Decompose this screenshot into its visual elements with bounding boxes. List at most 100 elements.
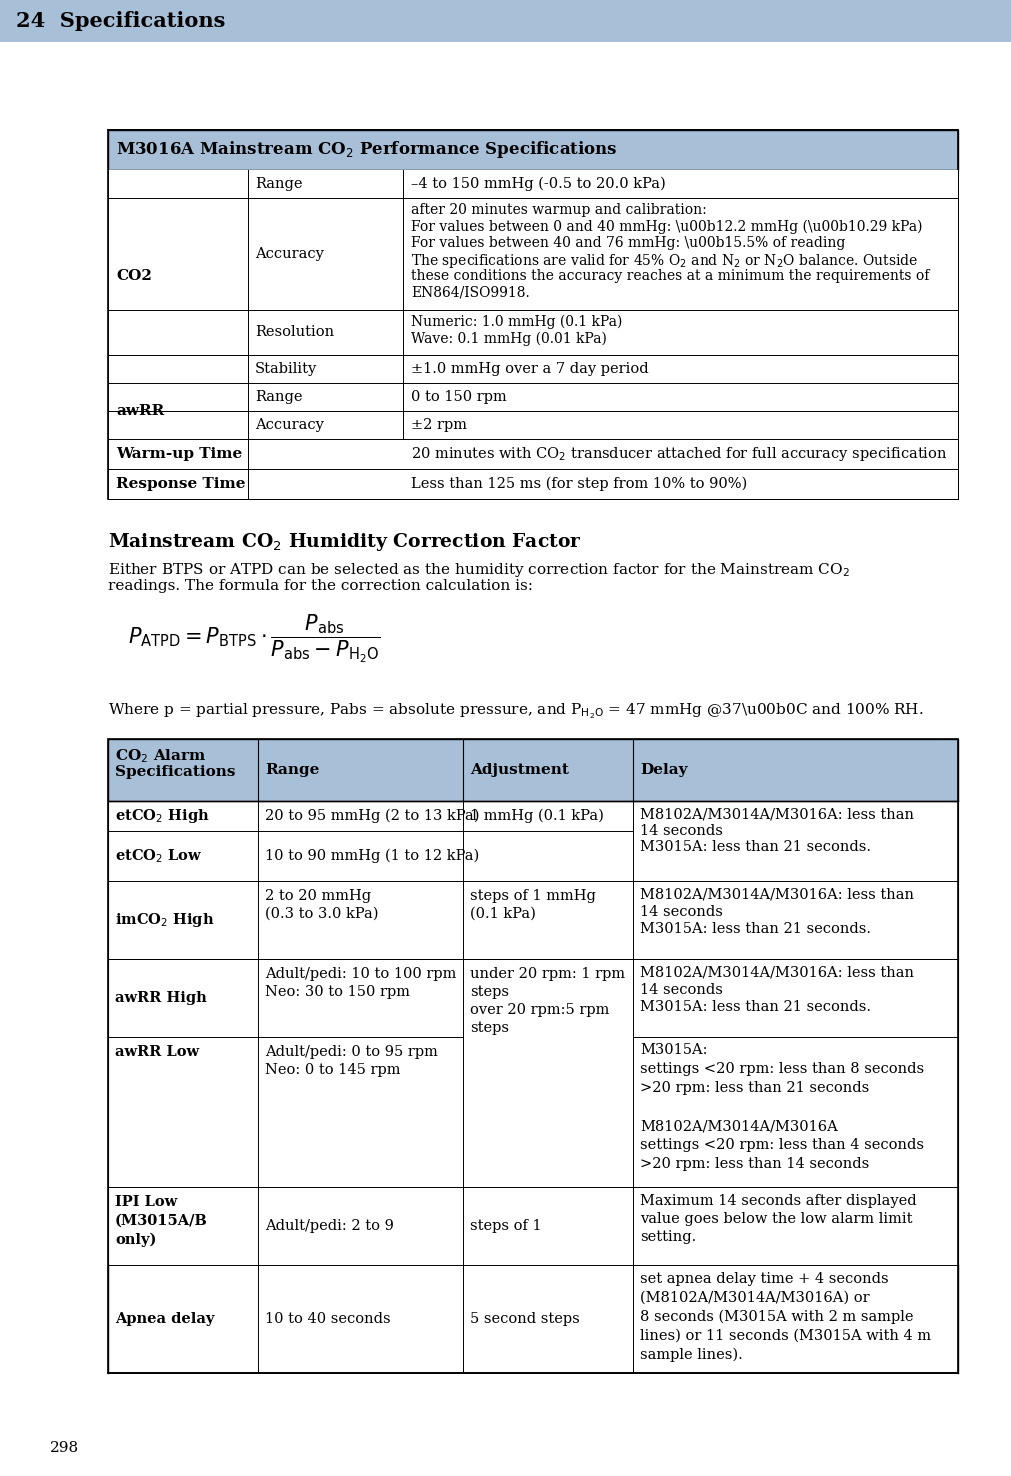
Bar — [0, 0, 1011, 41]
Text: M3015A: less than 21 seconds.: M3015A: less than 21 seconds. — [639, 1001, 870, 1014]
Text: Adult/pedi: 10 to 100 rpm: Adult/pedi: 10 to 100 rpm — [265, 967, 456, 982]
Text: steps of 1 mmHg: steps of 1 mmHg — [469, 889, 595, 903]
Bar — [108, 198, 957, 310]
Text: (M3015A/B: (M3015A/B — [115, 1213, 207, 1228]
Text: Range: Range — [265, 763, 319, 776]
Text: 14 seconds: 14 seconds — [639, 905, 722, 920]
Text: Accuracy: Accuracy — [255, 246, 324, 261]
Text: steps of 1: steps of 1 — [469, 1219, 541, 1232]
Text: Either BTPS or ATPD can be selected as the humidity correction factor for the Ma: Either BTPS or ATPD can be selected as t… — [108, 561, 849, 579]
Text: Neo: 0 to 145 rpm: Neo: 0 to 145 rpm — [265, 1063, 400, 1077]
Text: For values between 40 and 76 mmHg: \u00b15.5% of reading: For values between 40 and 76 mmHg: \u00b… — [410, 236, 844, 249]
Text: steps: steps — [469, 984, 509, 999]
Text: IPI Low: IPI Low — [115, 1196, 177, 1209]
Text: CO2: CO2 — [116, 270, 152, 283]
Text: after 20 minutes warmup and calibration:: after 20 minutes warmup and calibration: — [410, 204, 706, 217]
Text: only): only) — [115, 1232, 157, 1247]
Text: M3016A Mainstream CO$_2$ Performance Specifications: M3016A Mainstream CO$_2$ Performance Spe… — [116, 140, 617, 161]
Text: Mainstream CO$_2$ Humidity Correction Factor: Mainstream CO$_2$ Humidity Correction Fa… — [108, 531, 581, 554]
Text: Delay: Delay — [639, 763, 686, 776]
Text: set apnea delay time + 4 seconds: set apnea delay time + 4 seconds — [639, 1272, 888, 1286]
Text: M8102A/M3014A/M3016A: M8102A/M3014A/M3016A — [639, 1119, 837, 1134]
Text: Numeric: 1.0 mmHg (0.1 kPa): Numeric: 1.0 mmHg (0.1 kPa) — [410, 314, 622, 329]
Text: (0.3 to 3.0 kPa): (0.3 to 3.0 kPa) — [265, 906, 378, 921]
Text: M3015A: less than 21 seconds.: M3015A: less than 21 seconds. — [639, 922, 870, 936]
Text: Accuracy: Accuracy — [255, 418, 324, 432]
Text: Maximum 14 seconds after displayed: Maximum 14 seconds after displayed — [639, 1194, 916, 1207]
Text: 298: 298 — [50, 1441, 79, 1455]
Text: M3015A:: M3015A: — [639, 1044, 707, 1057]
Bar — [108, 170, 957, 198]
Text: Adult/pedi: 2 to 9: Adult/pedi: 2 to 9 — [265, 1219, 393, 1232]
Text: >20 rpm: less than 14 seconds: >20 rpm: less than 14 seconds — [639, 1157, 868, 1170]
Text: Specifications: Specifications — [115, 765, 236, 779]
Text: M8102A/M3014A/M3016A: less than: M8102A/M3014A/M3016A: less than — [639, 807, 913, 822]
Text: Wave: 0.1 mmHg (0.01 kPa): Wave: 0.1 mmHg (0.01 kPa) — [410, 332, 607, 345]
Text: steps: steps — [469, 1021, 509, 1035]
Text: value goes below the low alarm limit: value goes below the low alarm limit — [639, 1212, 912, 1227]
Text: 20 to 95 mmHg (2 to 13 kPa): 20 to 95 mmHg (2 to 13 kPa) — [265, 809, 479, 824]
Text: 20 minutes with CO$_2$ transducer attached for full accuracy specification: 20 minutes with CO$_2$ transducer attach… — [410, 444, 946, 463]
Bar — [108, 739, 957, 1373]
Text: CO$_2$ Alarm: CO$_2$ Alarm — [115, 747, 206, 765]
Text: The specifications are valid for 45% O$_2$ and N$_2$ or N$_2$O balance. Outside: The specifications are valid for 45% O$_… — [410, 252, 917, 270]
Text: 10 to 90 mmHg (1 to 12 kPa): 10 to 90 mmHg (1 to 12 kPa) — [265, 849, 479, 863]
Text: over 20 rpm:5 rpm: over 20 rpm:5 rpm — [469, 1004, 609, 1017]
Text: 8 seconds (M3015A with 2 m sample: 8 seconds (M3015A with 2 m sample — [639, 1311, 913, 1324]
Bar — [108, 438, 957, 469]
Bar — [108, 310, 957, 356]
Text: 14 seconds: 14 seconds — [639, 983, 722, 996]
Text: Apnea delay: Apnea delay — [115, 1312, 214, 1325]
Text: readings. The formula for the correction calculation is:: readings. The formula for the correction… — [108, 579, 533, 593]
Text: awRR: awRR — [116, 404, 164, 418]
Text: M3015A: less than 21 seconds.: M3015A: less than 21 seconds. — [639, 840, 870, 855]
Text: these conditions the accuracy reaches at a minimum the requirements of: these conditions the accuracy reaches at… — [410, 269, 928, 283]
Text: etCO$_2$ Low: etCO$_2$ Low — [115, 847, 202, 865]
Text: 24  Specifications: 24 Specifications — [16, 10, 225, 31]
Text: 2 to 20 mmHg: 2 to 20 mmHg — [265, 889, 371, 903]
Bar — [108, 382, 957, 410]
Bar — [108, 130, 957, 170]
Text: awRR Low: awRR Low — [115, 1045, 199, 1058]
Text: (0.1 kPa): (0.1 kPa) — [469, 906, 536, 921]
Text: $P_{\mathrm{ATPD}} = P_{\mathrm{BTPS}} \cdot \dfrac{P_{\mathrm{abs}}}{P_{\mathrm: $P_{\mathrm{ATPD}} = P_{\mathrm{BTPS}} \… — [127, 613, 380, 666]
Text: Warm-up Time: Warm-up Time — [116, 447, 242, 461]
Text: 5 second steps: 5 second steps — [469, 1312, 579, 1325]
Text: Where p = partial pressure, Pabs = absolute pressure, and P$_{\mathrm{H_2O}}$ = : Where p = partial pressure, Pabs = absol… — [108, 701, 923, 720]
Bar — [108, 469, 957, 499]
Text: Range: Range — [255, 390, 302, 404]
Text: >20 rpm: less than 21 seconds: >20 rpm: less than 21 seconds — [639, 1080, 868, 1095]
Text: M8102A/M3014A/M3016A: less than: M8102A/M3014A/M3016A: less than — [639, 965, 913, 980]
Text: For values between 0 and 40 mmHg: \u00b12.2 mmHg (\u00b10.29 kPa): For values between 0 and 40 mmHg: \u00b1… — [410, 220, 922, 233]
Text: 0 to 150 rpm: 0 to 150 rpm — [410, 390, 507, 404]
Bar — [108, 356, 957, 382]
Text: 1 mmHg (0.1 kPa): 1 mmHg (0.1 kPa) — [469, 809, 604, 824]
Text: setting.: setting. — [639, 1230, 696, 1244]
Text: ±2 rpm: ±2 rpm — [410, 418, 466, 432]
Text: imCO$_2$ High: imCO$_2$ High — [115, 911, 214, 928]
Text: sample lines).: sample lines). — [639, 1348, 742, 1362]
Text: settings <20 rpm: less than 4 seconds: settings <20 rpm: less than 4 seconds — [639, 1138, 923, 1151]
Text: EN864/ISO9918.: EN864/ISO9918. — [410, 285, 529, 300]
Text: (M8102A/M3014A/M3016A) or: (M8102A/M3014A/M3016A) or — [639, 1292, 868, 1305]
Text: etCO$_2$ High: etCO$_2$ High — [115, 807, 209, 825]
Text: Adjustment: Adjustment — [469, 763, 568, 776]
Text: lines) or 11 seconds (M3015A with 4 m: lines) or 11 seconds (M3015A with 4 m — [639, 1328, 930, 1343]
Bar — [108, 130, 957, 499]
Text: ±1.0 mmHg over a 7 day period: ±1.0 mmHg over a 7 day period — [410, 362, 648, 376]
Bar — [108, 739, 957, 801]
Text: Response Time: Response Time — [116, 477, 246, 492]
Text: Range: Range — [255, 177, 302, 190]
Text: awRR High: awRR High — [115, 990, 206, 1005]
Text: Less than 125 ms (for step from 10% to 90%): Less than 125 ms (for step from 10% to 9… — [410, 477, 746, 492]
Bar — [108, 410, 957, 438]
Text: Resolution: Resolution — [255, 326, 334, 339]
Text: 14 seconds: 14 seconds — [639, 824, 722, 838]
Text: Adult/pedi: 0 to 95 rpm: Adult/pedi: 0 to 95 rpm — [265, 1045, 438, 1058]
Text: settings <20 rpm: less than 8 seconds: settings <20 rpm: less than 8 seconds — [639, 1063, 923, 1076]
Text: –4 to 150 mmHg (-0.5 to 20.0 kPa): –4 to 150 mmHg (-0.5 to 20.0 kPa) — [410, 177, 665, 192]
Text: Neo: 30 to 150 rpm: Neo: 30 to 150 rpm — [265, 984, 409, 999]
Text: under 20 rpm: 1 rpm: under 20 rpm: 1 rpm — [469, 967, 625, 982]
Text: M8102A/M3014A/M3016A: less than: M8102A/M3014A/M3016A: less than — [639, 889, 913, 902]
Text: Stability: Stability — [255, 362, 316, 376]
